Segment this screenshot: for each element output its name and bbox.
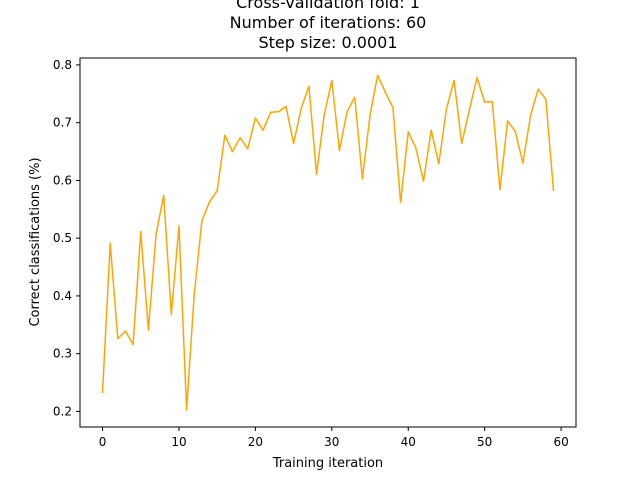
data-point (361, 177, 364, 180)
data-point (468, 109, 471, 111)
data-point (178, 225, 180, 227)
data-point (132, 343, 134, 346)
data-point (529, 114, 532, 117)
data-point (239, 136, 241, 139)
data-point (422, 180, 425, 182)
y-axis-ticks: 0.2 0.3 0.4 0.5 0.6 0.7 0.8 (53, 58, 80, 418)
data-point (216, 190, 218, 192)
data-point (499, 188, 501, 191)
data-point (331, 79, 333, 82)
data-point (117, 337, 119, 340)
data-point (315, 173, 318, 175)
data-point (109, 242, 111, 245)
y-tick-label: 0.7 (53, 116, 72, 130)
title-line-1: Cross-validation fold: 1 (236, 0, 420, 12)
series-line-0 (101, 74, 555, 411)
data-point (124, 330, 127, 332)
x-tick-label: 40 (401, 435, 416, 449)
data-point (407, 131, 410, 133)
data-point (147, 329, 150, 331)
data-point (476, 76, 478, 79)
data-point (392, 106, 394, 109)
y-tick-label: 0.3 (53, 347, 72, 361)
plot-frame (79, 57, 577, 428)
data-point (224, 134, 226, 137)
x-axis-ticks: 0 10 20 30 40 50 60 (99, 427, 569, 449)
data-point (185, 408, 188, 411)
y-tick-label: 0.8 (53, 58, 72, 72)
data-point (545, 98, 547, 100)
chart-title: Cross-validation fold: 1 Number of itera… (230, 0, 427, 52)
data-point (170, 313, 173, 316)
data-point (201, 220, 203, 222)
data-point (460, 142, 463, 145)
data-point (323, 114, 325, 116)
data-point (193, 293, 196, 295)
data-point (277, 110, 280, 113)
data-point (231, 150, 234, 153)
data-point (445, 108, 448, 110)
data-point (254, 117, 257, 119)
data-point (300, 107, 303, 110)
series-layer (101, 74, 555, 411)
title-line-2: Number of iterations: 60 (230, 13, 427, 32)
data-point (346, 110, 348, 113)
x-tick-label: 30 (324, 435, 339, 449)
x-tick-label: 50 (477, 435, 492, 449)
x-tick-label: 10 (171, 435, 186, 449)
y-tick-label: 0.2 (53, 404, 72, 418)
title-line-3: Step size: 0.0001 (259, 33, 398, 52)
data-point (537, 88, 539, 90)
x-axis-label: Training iteration (272, 456, 383, 471)
y-tick-label: 0.4 (53, 289, 72, 303)
data-point (522, 162, 524, 164)
data-point (415, 147, 417, 149)
data-point (155, 233, 157, 236)
data-point (376, 74, 379, 77)
data-point (292, 142, 295, 145)
data-point (369, 114, 371, 116)
data-point (262, 129, 264, 131)
y-axis-label: Correct classifications (%) (28, 157, 43, 326)
data-point (514, 130, 517, 133)
x-tick-label: 20 (248, 435, 263, 449)
data-point (506, 120, 509, 122)
data-point (139, 231, 142, 233)
data-point (338, 149, 341, 152)
y-tick-label: 0.6 (53, 173, 72, 187)
x-tick-label: 60 (553, 435, 568, 449)
data-point (453, 79, 455, 82)
data-point (552, 189, 555, 192)
data-point (430, 129, 432, 131)
data-point (483, 101, 486, 103)
y-tick-label: 0.5 (53, 231, 72, 245)
data-point (399, 201, 402, 204)
data-point (308, 85, 310, 88)
data-point (208, 200, 211, 203)
data-point (269, 111, 272, 114)
data-point (384, 91, 387, 93)
data-point (285, 105, 287, 108)
data-point (491, 101, 494, 103)
data-point (162, 194, 165, 197)
x-tick-label: 0 (99, 435, 107, 449)
data-point (246, 147, 249, 150)
data-point (353, 96, 356, 99)
data-point (438, 162, 440, 165)
data-point (101, 391, 104, 394)
